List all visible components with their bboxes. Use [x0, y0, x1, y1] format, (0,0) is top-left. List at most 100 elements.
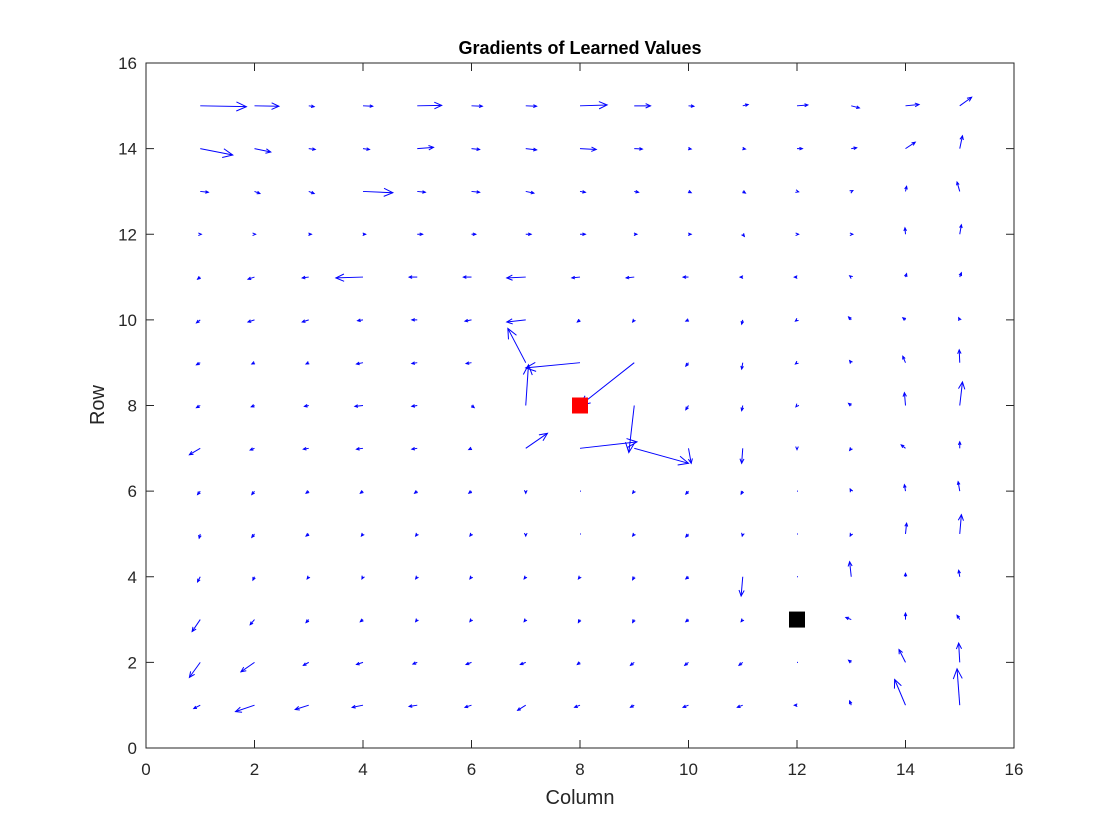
y-tick-label: 8	[128, 397, 137, 416]
gradient-arrow	[795, 189, 800, 193]
gradient-arrow	[796, 103, 810, 108]
gradient-arrow	[952, 667, 963, 706]
gradient-arrow	[196, 490, 201, 496]
gradient-arrow	[308, 147, 317, 151]
gradient-arrow	[469, 575, 474, 580]
gradient-arrow	[955, 641, 963, 663]
gradient-arrow	[356, 318, 364, 323]
gradient-arrow	[355, 447, 364, 451]
gradient-arrow	[234, 704, 255, 713]
gradient-arrow	[355, 361, 364, 366]
gradient-arrow	[684, 533, 690, 538]
gradient-arrow	[195, 404, 201, 409]
x-tick-label: 16	[1005, 760, 1024, 779]
gradient-arrow	[471, 232, 478, 237]
x-axis-ticks: 0 2 4 6 8 10 12 14 16	[141, 63, 1023, 779]
gradient-arrow	[580, 232, 587, 237]
x-tick-label: 6	[467, 760, 476, 779]
gradient-arrow	[471, 147, 481, 151]
gradient-arrow	[793, 275, 798, 279]
gradient-arrow	[294, 704, 309, 711]
gradient-arrow	[634, 447, 690, 466]
y-tick-label: 6	[128, 482, 137, 501]
gradient-arrow	[198, 533, 202, 540]
gradient-arrow	[254, 102, 281, 110]
gradient-arrow	[411, 661, 418, 665]
gradient-arrow	[410, 318, 418, 322]
gradient-arrow	[959, 223, 963, 235]
gradient-arrow	[687, 448, 693, 465]
gradient-arrow	[794, 318, 799, 322]
gradient-arrow	[903, 226, 907, 235]
gradient-arrow	[902, 391, 907, 406]
gradient-arrow	[304, 361, 310, 365]
gradient-arrow	[469, 532, 474, 538]
gradient-arrow	[522, 363, 533, 406]
gradient-arrow	[795, 232, 800, 237]
gradient-arrow	[308, 232, 313, 237]
gradient-arrow	[681, 704, 689, 708]
gradient-arrow	[301, 275, 309, 280]
gradient-arrow	[570, 275, 581, 280]
gradient-arrow	[306, 575, 311, 580]
gradient-arrow	[957, 569, 961, 577]
gradient-arrow	[684, 575, 690, 580]
gradient-arrow	[576, 318, 581, 323]
gradient-arrow	[471, 104, 484, 109]
gradient-arrow	[849, 532, 854, 538]
gradient-arrow	[688, 104, 696, 108]
gradient-arrow	[737, 661, 744, 667]
gradient-arrow	[200, 190, 210, 194]
gradient-arrow	[303, 404, 309, 408]
gradient-arrow	[634, 147, 644, 151]
gradient-arrow	[239, 661, 255, 673]
gradient-arrow	[464, 361, 472, 365]
chart-title: Gradients of Learned Values	[458, 38, 701, 58]
gradient-arrow	[359, 618, 364, 623]
gradient-arrow	[624, 275, 635, 280]
gradient-arrow	[795, 446, 799, 451]
gradient-arrow	[525, 190, 536, 195]
gradient-arrow	[632, 576, 636, 581]
gradient-arrow	[685, 405, 689, 411]
gradient-arrow	[685, 362, 689, 368]
gradient-arrow	[634, 103, 652, 109]
gradient-arrow	[417, 190, 427, 194]
x-tick-label: 2	[250, 760, 259, 779]
gradient-arrow	[308, 104, 316, 109]
gradient-arrow	[631, 532, 636, 538]
gradient-arrow	[525, 232, 533, 237]
gradient-arrow	[577, 619, 582, 624]
gradient-arrow	[410, 404, 418, 408]
gradient-arrow	[956, 180, 961, 192]
gradient-arrow	[904, 185, 908, 192]
gradient-arrow	[904, 272, 908, 278]
gradient-arrow	[848, 275, 853, 279]
gradient-arrow	[417, 145, 435, 151]
gradient-arrow	[334, 273, 364, 282]
gradient-arrow	[849, 232, 855, 237]
gradient-arrow	[192, 704, 201, 710]
gradient-arrow	[848, 359, 853, 364]
gradient-arrow	[362, 147, 371, 151]
black-square-marker	[789, 611, 805, 628]
gradient-arrow	[252, 576, 256, 582]
gradient-arrow	[579, 146, 598, 152]
gradient-arrow	[847, 659, 852, 664]
gradient-arrow	[200, 148, 234, 159]
gradient-arrow	[629, 704, 635, 708]
y-axis-ticks: 0 2 4 6 8 10 12 14 16	[118, 54, 1014, 758]
gradient-arrow	[956, 480, 961, 492]
gradient-arrow	[681, 275, 689, 279]
gradient-arrow	[579, 101, 609, 110]
gradient-arrow	[467, 446, 473, 451]
gradient-arrow	[249, 619, 255, 626]
gradient-arrow	[362, 104, 374, 108]
y-tick-label: 4	[128, 568, 137, 587]
gradient-arrow	[523, 618, 528, 623]
gradient-arrow	[302, 661, 309, 666]
gradient-arrow	[742, 190, 747, 194]
gradient-arrow	[631, 489, 636, 495]
gradient-arrow	[188, 447, 201, 456]
